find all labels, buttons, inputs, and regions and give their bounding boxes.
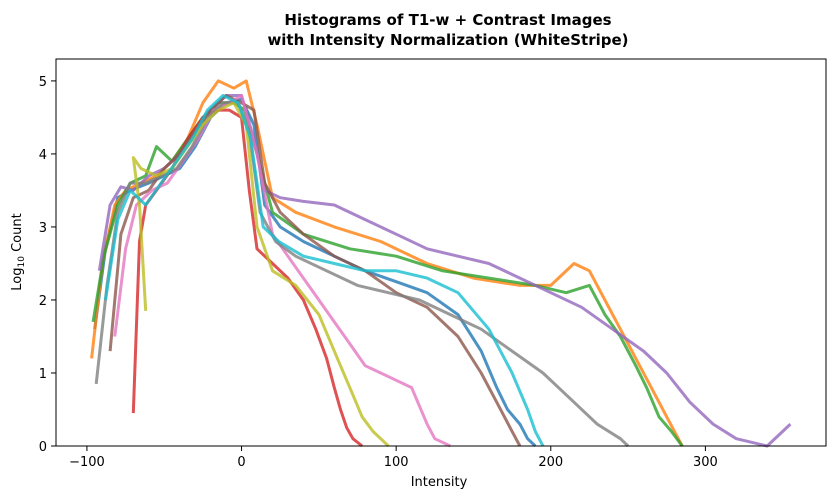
chart-title-line2: with Intensity Normalization (WhiteStrip… xyxy=(267,31,628,49)
y-tick-label: 3 xyxy=(39,221,47,236)
x-tick-label: −100 xyxy=(69,455,105,470)
y-tick-label: 5 xyxy=(39,75,47,90)
y-axis-label-main: Log xyxy=(10,267,25,290)
series-line-7 xyxy=(113,94,451,448)
chart-title-line1: Histograms of T1-w + Contrast Images xyxy=(284,11,611,29)
x-axis-ticks: −100 0 100 200 300 xyxy=(69,446,718,470)
y-tick-label: 4 xyxy=(39,148,47,163)
y-tick-label: 2 xyxy=(39,294,47,309)
y-axis-ticks: 0 1 2 3 4 5 xyxy=(39,75,56,455)
series-line-6 xyxy=(108,94,522,447)
y-axis-label-tail: Count xyxy=(10,213,25,256)
plot-lines xyxy=(90,79,792,448)
y-axis-label-sub: 10 xyxy=(17,256,27,268)
x-axis-label: Intensity xyxy=(411,475,468,490)
y-tick-label: 0 xyxy=(39,440,47,455)
y-tick-label: 1 xyxy=(39,367,47,382)
series-line-4 xyxy=(131,108,364,448)
series-line-10 xyxy=(104,94,545,447)
x-tick-label: 0 xyxy=(237,455,245,470)
x-tick-label: 100 xyxy=(384,455,409,470)
series-line-2 xyxy=(90,79,684,447)
x-tick-label: 200 xyxy=(538,455,563,470)
x-tick-label: 300 xyxy=(693,455,718,470)
y-axis-label: Log10 Count xyxy=(10,213,27,290)
plot-frame xyxy=(55,58,827,447)
series-line-8 xyxy=(94,101,630,448)
